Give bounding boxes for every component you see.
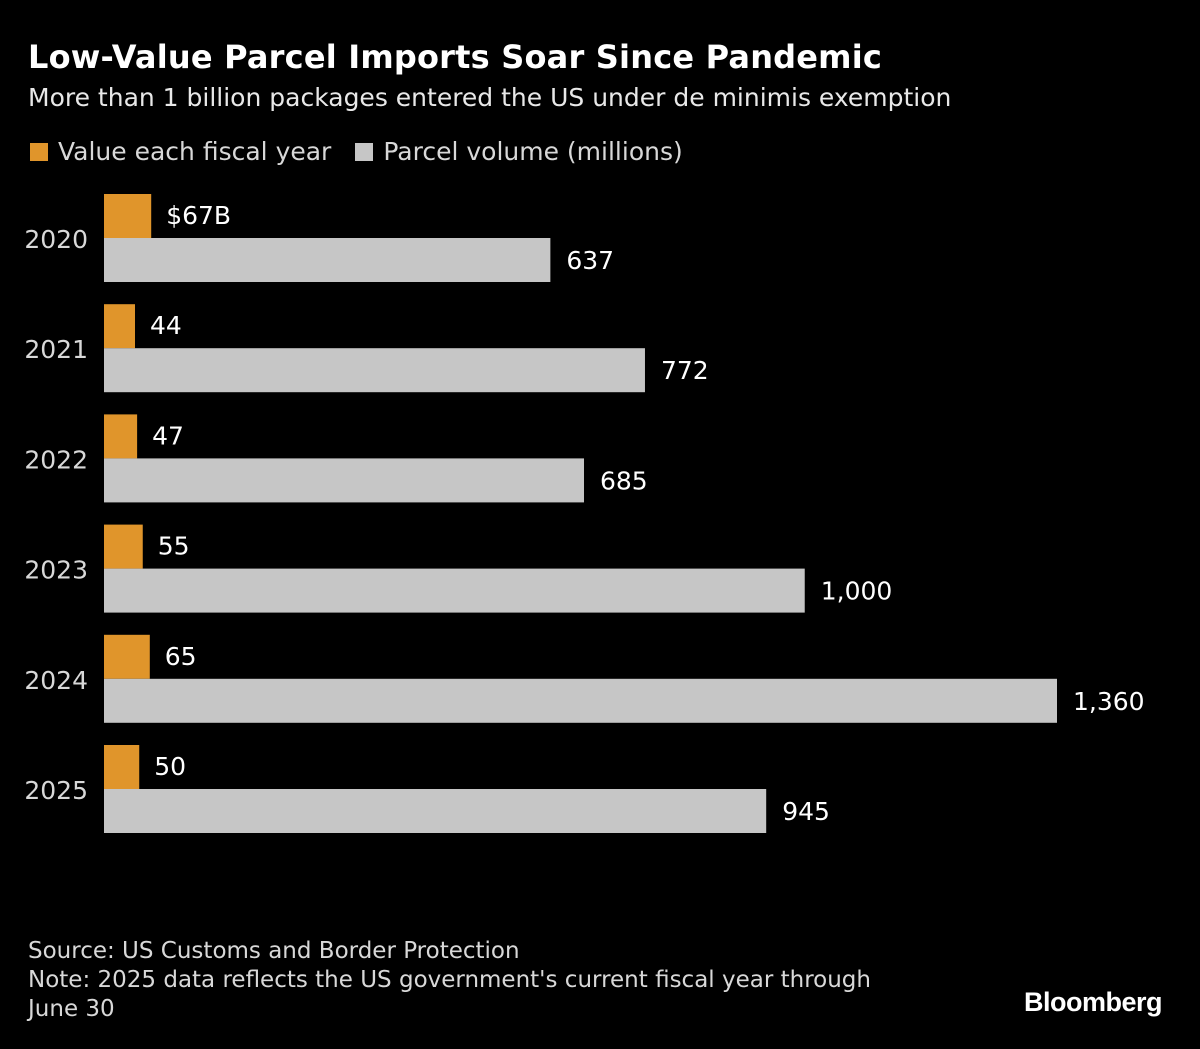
chart-title: Low-Value Parcel Imports Soar Since Pand…: [28, 38, 883, 76]
volume-bar-2022: [104, 458, 585, 503]
year-label-2025: 2025: [24, 776, 88, 805]
legend-item-volume: Parcel volume (millions): [355, 137, 683, 166]
bar-chart: 2020 $67B 637 2021 44 772 2022 47 685 2023 55 1,000…: [24, 194, 1145, 833]
value-bar-2024: [104, 634, 150, 679]
volume-label-2025: 945: [782, 797, 830, 826]
volume-bar-2024: [104, 678, 1057, 723]
value-bar-2021: [104, 304, 135, 349]
value-label-2022: 47: [152, 421, 184, 450]
volume-bar-2020: [104, 238, 551, 282]
volume-bar-2021: [104, 348, 645, 393]
source-note: Source: US Customs and Border Protection: [28, 938, 520, 964]
value-bar-2022: [104, 414, 138, 459]
value-bar-2023: [104, 524, 143, 569]
year-label-2020: 2020: [24, 225, 88, 254]
year-label-2023: 2023: [24, 556, 88, 585]
bloomberg-logo: Bloomberg: [1023, 987, 1163, 1017]
legend-label-volume: Parcel volume (millions): [383, 137, 683, 166]
value-label-2020: $67B: [166, 201, 231, 230]
volume-label-2021: 772: [661, 356, 709, 385]
legend-swatch-volume: [355, 142, 374, 161]
year-label-2024: 2024: [24, 666, 88, 695]
volume-label-2023: 1,000: [821, 577, 893, 606]
value-label-2023: 55: [158, 532, 190, 561]
volume-label-2022: 685: [600, 466, 648, 495]
data-note-line-1: Note: 2025 data reflects the US governme…: [28, 967, 871, 993]
chart-subtitle: More than 1 billion packages entered the…: [28, 83, 952, 112]
volume-label-2024: 1,360: [1073, 687, 1145, 716]
data-note-line-2: June 30: [28, 996, 115, 1022]
legend-label-value: Value each fiscal year: [58, 137, 332, 166]
volume-label-2020: 637: [566, 246, 614, 275]
volume-bar-2023: [104, 568, 805, 613]
value-bar-2025: [104, 745, 140, 789]
legend-swatch-value: [30, 142, 48, 161]
year-label-2021: 2021: [24, 335, 88, 364]
legend: Value each fiscal year Parcel volume (mi…: [30, 137, 707, 166]
value-label-2024: 65: [165, 642, 197, 671]
year-label-2022: 2022: [24, 445, 88, 474]
footer: Source: US Customs and Border Protection…: [28, 937, 871, 1024]
value-bar-2020: [104, 194, 152, 238]
value-label-2025: 50: [154, 752, 186, 781]
value-label-2021: 44: [150, 311, 182, 340]
volume-bar-2025: [104, 789, 767, 833]
legend-item-value: Value each fiscal year: [30, 137, 331, 166]
